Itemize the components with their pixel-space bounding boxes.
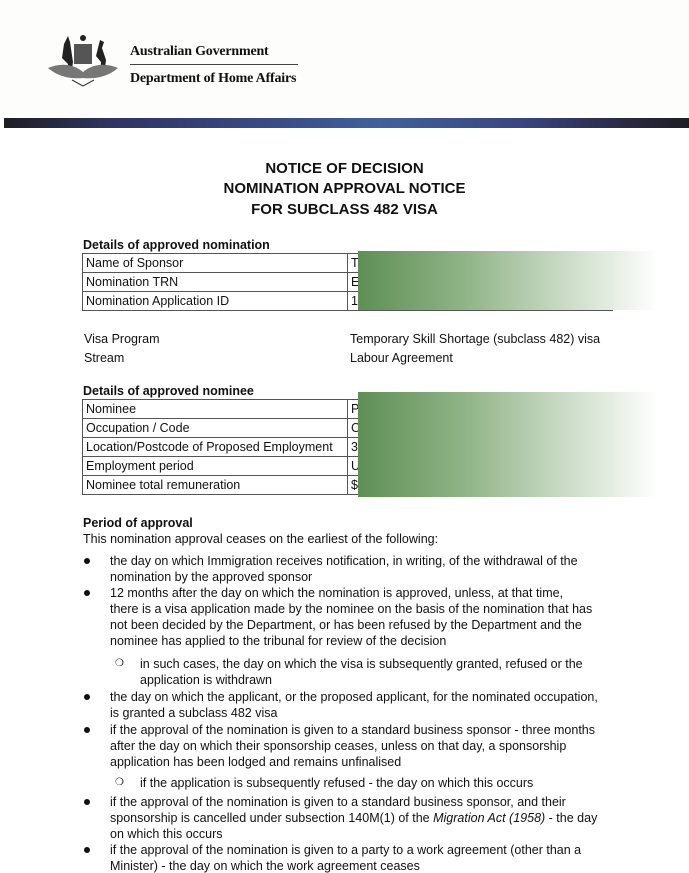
- doc-title-1: NOTICE OF DECISION: [265, 160, 424, 177]
- header-band: [4, 118, 689, 128]
- visa-program-value: Temporary Skill Shortage (subclass 482) …: [350, 332, 601, 346]
- bullet-line: if the approval of the nomination is giv…: [110, 723, 596, 737]
- bullet-line: after the day on which their sponsorship…: [110, 739, 567, 753]
- sub-bullet-line: if the application is subsequently refus…: [140, 776, 534, 790]
- bullet-line: is granted a subclass 482 visa: [110, 706, 278, 720]
- doc-title-2: NOMINATION APPROVAL NOTICE: [223, 180, 466, 197]
- stream-label: Stream: [84, 351, 125, 365]
- row-label: Location/Postcode of Proposed Employment: [82, 437, 348, 457]
- bullet-icon: [84, 694, 90, 700]
- bullet-line: the day on which the applicant, or the p…: [110, 690, 598, 704]
- period-heading: Period of approval: [83, 516, 193, 530]
- letterhead: Australian Government Department of Home…: [0, 0, 689, 118]
- row-label: Employment period: [82, 456, 348, 476]
- sub-bullet-icon: ❍: [115, 658, 124, 669]
- divider: [130, 64, 298, 65]
- nominee-heading: Details of approved nominee: [83, 384, 254, 398]
- government-name: Australian Government: [130, 44, 269, 59]
- bullet-line: nominee has applied to the tribunal for …: [110, 634, 447, 648]
- sub-bullet-icon: ❍: [115, 777, 124, 788]
- row-label: Nominee total remuneration: [82, 475, 348, 495]
- department-name: Department of Home Affairs: [130, 71, 297, 86]
- text: - the day: [545, 811, 598, 825]
- bullet-icon: [84, 727, 90, 733]
- period-intro: This nomination approval ceases on the e…: [83, 532, 439, 546]
- bullet-line: the day on which Immigration receives no…: [110, 554, 578, 568]
- bullet-icon: [84, 847, 90, 853]
- bullet-line: application has been lodged and remains …: [110, 755, 402, 769]
- visa-program-label: Visa Program: [84, 332, 160, 346]
- row-label: Nomination TRN: [82, 272, 348, 292]
- bullet-line: on which this occurs: [110, 827, 223, 841]
- row-label: Occupation / Code: [82, 418, 348, 438]
- bullet-line: nomination by the approved sponsor: [110, 570, 313, 584]
- bullet-line: if the approval of the nomination is giv…: [110, 843, 582, 857]
- bullet-icon: [84, 590, 90, 596]
- bullet-icon: [84, 799, 90, 805]
- redaction-overlay: [358, 392, 658, 497]
- act-name: Migration Act (1958): [433, 811, 546, 825]
- bullet-line: there is a visa application made by the …: [110, 602, 593, 616]
- bullet-line: sponsorship is cancelled under subsectio…: [110, 811, 597, 825]
- coat-of-arms-logo: [48, 35, 118, 87]
- text: sponsorship is cancelled under subsectio…: [110, 811, 434, 825]
- redaction-overlay: [358, 251, 658, 310]
- row-label: Name of Sponsor: [82, 253, 348, 273]
- sub-bullet-line: in such cases, the day on which the visa…: [140, 657, 583, 671]
- row-label: Nominee: [82, 399, 348, 419]
- stream-value: Labour Agreement: [350, 351, 453, 365]
- bullet-line: if the approval of the nomination is giv…: [110, 795, 566, 809]
- bullet-line: not been decided by the Department, or h…: [110, 618, 582, 632]
- sub-bullet-line: application is withdrawn: [140, 673, 273, 687]
- row-label: Nomination Application ID: [82, 291, 348, 311]
- doc-title-3: FOR SUBCLASS 482 VISA: [251, 201, 438, 218]
- bullet-line: Minister) - the day on which the work ag…: [110, 859, 420, 873]
- bullet-line: 12 months after the day on which the nom…: [110, 586, 564, 600]
- nomination-heading: Details of approved nomination: [83, 238, 270, 252]
- bullet-icon: [84, 558, 90, 564]
